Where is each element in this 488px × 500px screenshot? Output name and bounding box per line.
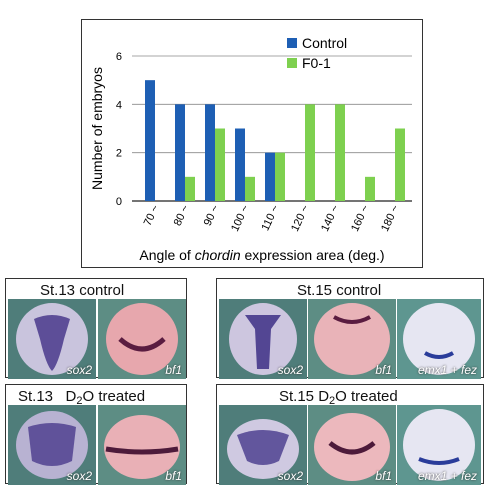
y-tick-label: 0 xyxy=(116,196,122,208)
bf1-label: bf1 xyxy=(375,469,392,483)
panel-c-control: St.15 control sox2 bf1 emx1 + fez xyxy=(216,278,484,379)
bar-control-0 xyxy=(145,80,155,201)
panel-c-d2o-post: O treated xyxy=(335,388,398,405)
bar-f0-1-4 xyxy=(275,152,285,201)
panel-b-control: St.13 control sox2 bf1 xyxy=(5,278,187,379)
x-tick-label: 180 ~ xyxy=(379,203,402,233)
panel-b-d2o-sub: 2 xyxy=(76,395,83,407)
x-tick-label: 160 ~ xyxy=(349,203,372,233)
bar-chart: 0 2 4 6 Number of embryos 70 ~ 80 ~ 90 ~ 100 ~ 11… xyxy=(89,35,412,263)
x-axis-title: Angle of chordin expression area (deg.) xyxy=(139,247,384,263)
bar-f0-1-7 xyxy=(365,176,375,201)
legend-label: Control xyxy=(302,35,347,51)
panel-c-d2o: St.15 D2O treated sox2 bf1 emx1 + fez xyxy=(216,384,484,485)
emx1-fez-label: emx1 + fez xyxy=(417,363,477,377)
embryo-sox2-st15-control: sox2 xyxy=(219,299,307,379)
x-tick-label: 110 ~ xyxy=(259,203,281,233)
panel-c-control-title: St.15 control xyxy=(297,282,382,299)
legend-swatch xyxy=(287,58,297,68)
bf1-label: bf1 xyxy=(165,469,182,483)
bar-f0-1-2 xyxy=(215,128,225,201)
panel-b-d2o-title: St.13 D2O treated xyxy=(18,388,145,407)
panel-c-d2o-pre: St.15 D xyxy=(279,388,330,405)
chart-panel: 0 2 4 6 Number of embryos 70 ~ 80 ~ 90 ~ 100 ~ 11… xyxy=(81,19,423,268)
bar-control-3 xyxy=(235,128,245,201)
bf1-label: bf1 xyxy=(165,363,182,377)
bar-f0-1-8 xyxy=(395,128,405,201)
bar-control-2 xyxy=(205,104,215,201)
x-tick-label: 70 ~ xyxy=(142,203,162,228)
bar-control-4 xyxy=(265,152,275,201)
emx1-fez-label: emx1 + fez xyxy=(417,469,477,483)
embryo-bf1-st13-d2o: bf1 xyxy=(98,405,186,485)
panel-b-d2o-d: D xyxy=(65,388,77,405)
x-axis-title-part: Angle of xyxy=(139,247,194,263)
x-tick-label: 100 ~ xyxy=(229,203,252,233)
x-axis-title-part: chordin xyxy=(195,247,241,263)
embryo-emx1-fez-st15-control: emx1 + fez xyxy=(397,299,481,379)
embryo-bf1-st15-control: bf1 xyxy=(308,299,396,379)
sox2-label: sox2 xyxy=(277,469,303,483)
sox2-label: sox2 xyxy=(66,469,92,483)
x-tick-label: 90 ~ xyxy=(202,203,222,228)
panel-b-d2o: St.13 D2O treated sox2 bf1 xyxy=(5,384,187,485)
x-tick-label: 120 ~ xyxy=(289,203,312,233)
x-tick-label: 80 ~ xyxy=(172,203,192,228)
embryo-bf1-st15-d2o: bf1 xyxy=(308,405,396,485)
sox2-label: sox2 xyxy=(66,363,92,377)
embryo-bf1-st13-control: bf1 xyxy=(98,299,186,379)
y-tick-label: 4 xyxy=(116,99,122,111)
y-axis-title: Number of embryos xyxy=(89,67,105,190)
embryo-sox2-st15-d2o: sox2 xyxy=(219,405,307,485)
bar-control-1 xyxy=(175,104,185,201)
bar-f0-1-1 xyxy=(185,176,195,201)
bar-f0-1-6 xyxy=(335,104,345,201)
legend-swatch xyxy=(287,38,297,48)
x-tick-label: 140 ~ xyxy=(319,203,342,233)
x-axis-title-part: expression area (deg.) xyxy=(241,247,385,263)
bar-f0-1-5 xyxy=(305,104,315,201)
bar-f0-1-3 xyxy=(245,176,255,201)
legend-label: F0-1 xyxy=(302,55,331,71)
y-tick-label: 6 xyxy=(116,51,122,63)
panel-b-control-title: St.13 control xyxy=(40,282,125,299)
panel-b-d2o-post: O treated xyxy=(82,388,146,405)
embryo-emx1-fez-st15-d2o: emx1 + fez xyxy=(397,405,481,485)
panel-b-d2o-stage: St.13 xyxy=(18,388,54,405)
panel-c-d2o-sub: 2 xyxy=(329,395,336,407)
y-tick-label: 2 xyxy=(116,148,122,160)
embryo-sox2-st13-control: sox2 xyxy=(8,299,96,379)
panel-c-d2o-title: St.15 D2O treated xyxy=(279,388,398,407)
bf1-label: bf1 xyxy=(375,363,392,377)
embryo-sox2-st13-d2o: sox2 xyxy=(8,405,96,485)
sox2-label: sox2 xyxy=(277,363,303,377)
